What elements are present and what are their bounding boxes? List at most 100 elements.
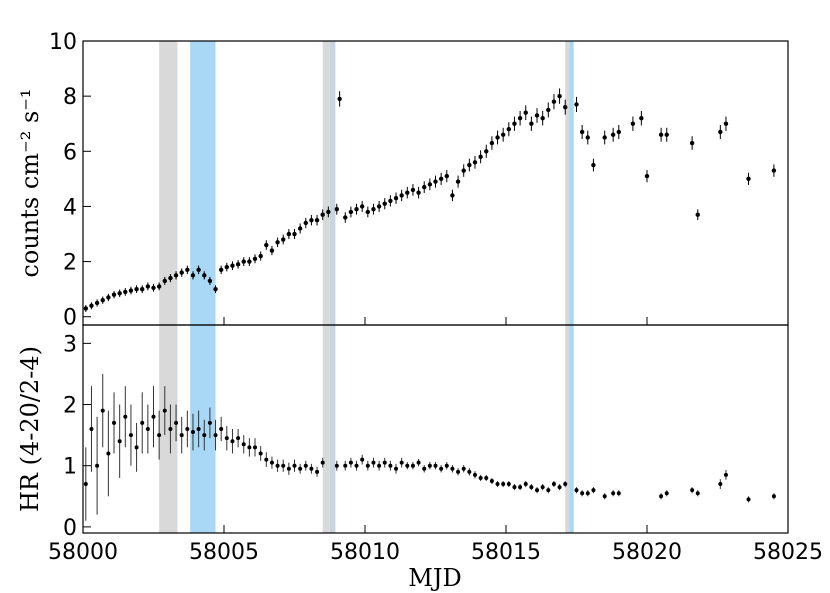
hr-point [269,460,274,465]
flux-point [388,198,393,204]
hr-point [162,408,167,413]
hr-point [360,457,365,462]
hr-point [450,466,455,471]
flux-point [235,262,241,267]
hr-point [518,485,523,490]
flux-point [173,273,179,278]
top-band-0 [159,41,178,325]
top-y-tick-label: 6 [63,140,77,165]
top-y-tick-label: 2 [63,251,77,276]
hr-point [718,482,723,487]
flux-point [574,102,579,107]
bottom-panel-shaded-bands [159,325,574,533]
flux-point [517,116,523,121]
flux-point [303,220,308,226]
hr-point [410,463,415,468]
flux-point [123,289,128,295]
hr-point [275,463,280,468]
hr-point [253,445,258,450]
hr-point [258,451,263,456]
hr-point [456,469,461,474]
hr-point [416,460,421,465]
flux-point [540,116,545,121]
hr-point [388,463,393,468]
top-band-4 [565,41,570,325]
flux-point [207,278,213,284]
x-tick-label: 58010 [330,540,400,565]
hr-point [439,466,444,471]
flux-point [83,306,89,311]
flux-point [365,209,371,215]
hr-point [100,408,105,413]
hr-point [190,430,195,435]
top-y-tick-label: 8 [63,85,77,110]
flux-point [467,162,472,168]
bottom-panel-frame [82,324,789,534]
hr-point [444,463,449,468]
hr-point [157,433,162,438]
bottom-y-tick-label: 3 [63,332,77,357]
flux-point [337,96,342,102]
hr-point [348,460,353,465]
hr-point [224,436,229,441]
flux-point [218,267,224,273]
flux-point [563,104,568,110]
hr-point [309,466,314,471]
top-y-tick-label: 10 [49,30,77,55]
hr-point [151,414,156,419]
flux-point [230,263,235,268]
flux-point [591,162,596,168]
flux-point [326,209,331,215]
hr-point [298,466,303,471]
flux-point [393,195,399,201]
flux-point [427,182,433,187]
flux-point [630,121,636,126]
flux-point [190,273,196,278]
hr-point [168,427,173,431]
flux-point [185,267,190,273]
bottom-y-tick-label: 1 [63,455,77,480]
flux-point [100,297,105,303]
x-tick-label: 58000 [48,540,118,565]
hr-point [557,485,562,490]
flux-point [523,110,528,115]
flux-point [140,286,145,292]
hr-point [467,469,472,474]
flux-point [529,121,534,126]
x-tick-label: 58025 [753,540,823,565]
flux-point [416,190,421,195]
hr-point [365,463,370,468]
flux-point [128,288,134,293]
flux-point [106,295,111,300]
x-axis-label: MJD [408,564,461,592]
hr-point [264,457,269,462]
bottom-band-1 [190,325,216,533]
hr-point [540,485,545,490]
flux-point [94,300,100,306]
flux-point [281,237,286,242]
flux-point [534,113,540,118]
flux-point [644,173,650,179]
flux-point [202,273,207,278]
flux-point [224,264,230,270]
hr-point [83,482,88,487]
flux-point [196,267,201,273]
flux-point [111,292,117,297]
top-band-5 [569,41,574,325]
hr-point [377,463,382,468]
flux-point [438,176,444,182]
hr-point [123,414,128,419]
hr-point [174,420,179,425]
flux-point [723,121,729,126]
flux-point [359,204,365,209]
hr-point [354,463,359,468]
x-axis-ticks: 58000 58005 58010 58015 58020 58025 [48,317,823,565]
flux-point [309,218,314,223]
flux-point [602,135,607,140]
top-panel-shaded-bands [159,41,574,325]
hr-point [112,420,117,425]
hr-point [230,439,235,444]
hr-point [580,491,585,496]
top-y-axis-label: counts cm⁻² s⁻¹ [16,88,44,277]
flux-point [247,259,252,264]
